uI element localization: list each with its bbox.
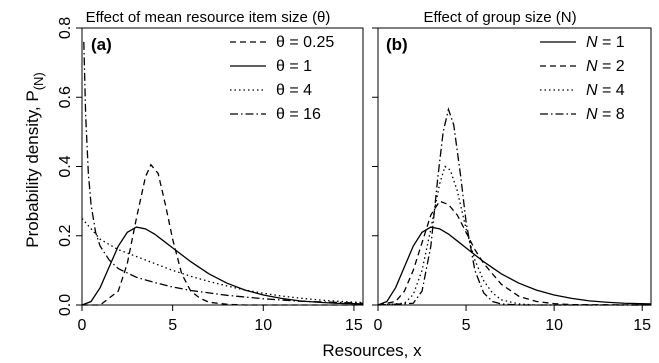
legend-label: N = 1 [586, 34, 625, 51]
y-axis-label-main: Probability density, P [23, 90, 42, 247]
x-tick-label: 10 [545, 317, 563, 334]
series-line-3 [81, 218, 364, 304]
legend-label: θ = 0.25 [276, 34, 334, 51]
x-tick-label: 15 [345, 317, 363, 334]
plot-frame [81, 27, 364, 306]
y-tick-label: 0.8 [57, 17, 74, 39]
y-tick-label: 0.6 [57, 86, 74, 108]
panel-a: Effect of mean resource item size (θ) (a)… [57, 9, 364, 334]
x-tick-label: 0 [374, 317, 383, 334]
series-line-1 [82, 163, 363, 306]
legend-label: N = 2 [586, 58, 625, 75]
legend-label: θ = 1 [276, 58, 312, 75]
x-tick-label: 5 [168, 317, 177, 334]
legend-label: N = 4 [586, 82, 625, 99]
y-axis-label: Probability density, P(N) [23, 72, 46, 248]
series-line-4 [377, 107, 651, 306]
y-tick-label: 0.4 [57, 155, 74, 177]
panel-title: Effect of mean resource item size (θ) [86, 9, 331, 26]
x-tick-label: 15 [633, 317, 651, 334]
series-line-2 [377, 200, 652, 306]
series-line-4 [83, 41, 364, 304]
x-axis-label: Resources, x [322, 341, 422, 360]
panel-b: Effect of group size (N) (b) 0 5 10 15 N = 1 N … [372, 9, 652, 334]
y-tick-label: 0.0 [57, 294, 74, 316]
y-tick-label: 0.2 [57, 225, 74, 247]
legend-label: N = 8 [586, 106, 625, 123]
panel-label: (b) [386, 35, 408, 54]
legend-label: θ = 4 [276, 82, 312, 99]
series-line-1 [377, 226, 652, 306]
series-line-3 [377, 165, 651, 306]
panel-label: (a) [91, 35, 112, 54]
x-tick-label: 0 [78, 317, 87, 334]
panel-title: Effect of group size (N) [423, 9, 576, 26]
x-tick-label: 10 [254, 317, 272, 334]
series-line-2 [81, 226, 364, 306]
x-tick-label: 5 [462, 317, 471, 334]
y-axis-label-sub: (N) [31, 72, 46, 90]
legend-label: θ = 16 [276, 106, 321, 123]
